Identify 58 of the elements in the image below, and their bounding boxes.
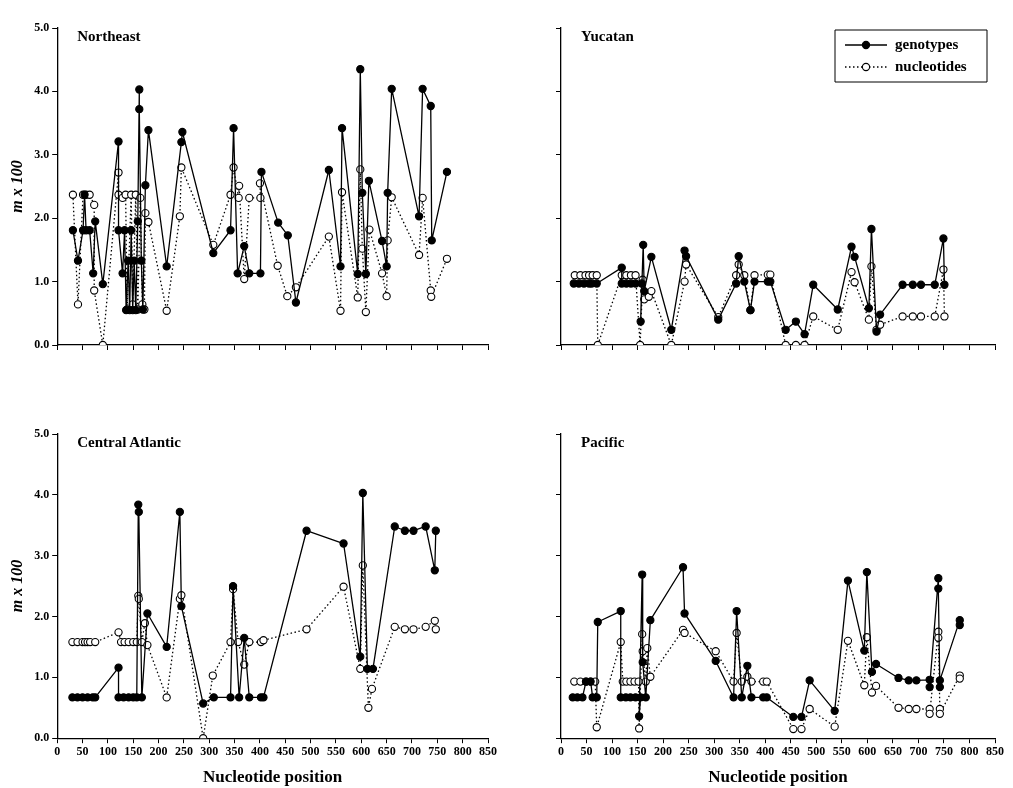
y-tick-label: 5.0 (34, 20, 50, 35)
x-tick-label: 800 (960, 744, 979, 759)
x-tick-label: 850 (479, 744, 497, 759)
y-tick-label: 3.0 (34, 547, 50, 562)
chart-title: Central Atlantic (77, 434, 182, 451)
x-tick-label: 0 (54, 744, 61, 759)
x-tick-label: 650 (377, 744, 396, 759)
x-tick-label: 450 (276, 744, 295, 759)
y-tick-label: 4.0 (34, 486, 50, 501)
x-tick-label: 350 (225, 744, 244, 759)
x-tick-label: 150 (628, 744, 647, 759)
x-tick-label: 250 (679, 744, 698, 759)
x-tick-label: 550 (326, 744, 345, 759)
y-tick-label: 3.0 (34, 146, 50, 161)
x-tick-label: 550 (832, 744, 851, 759)
x-tick-label: 650 (883, 744, 902, 759)
x-tick-label: 450 (781, 744, 800, 759)
x-tick-label: 300 (200, 744, 219, 759)
x-tick-label: 200 (654, 744, 673, 759)
x-tick-label: 700 (402, 744, 421, 759)
legend-label: genotypes (895, 35, 959, 52)
x-tick-label: 850 (986, 744, 1004, 759)
x-tick-label: 500 (301, 744, 320, 759)
legend-label: nucleotides (895, 57, 967, 74)
y-tick-label: 0.0 (34, 337, 50, 352)
x-tick-label: 700 (909, 744, 928, 759)
x-tick-label: 600 (352, 744, 371, 759)
x-tick-label: 300 (705, 744, 724, 759)
x-tick-label: 600 (858, 744, 877, 759)
x-tick-label: 400 (250, 744, 269, 759)
x-tick-label: 100 (98, 744, 117, 759)
chart-title: Yucatan (581, 28, 635, 45)
x-tick-label: 200 (149, 744, 168, 759)
x-tick-label: 350 (730, 744, 749, 759)
y-tick-label: 0.0 (34, 730, 50, 745)
chart-title: Pacific (581, 434, 625, 451)
x-axis-title: Nucleotide position (708, 767, 849, 787)
x-tick-label: 250 (174, 744, 193, 759)
y-axis-title: m x 100 (7, 559, 25, 613)
x-tick-label: 400 (756, 744, 775, 759)
x-axis-title: Nucleotide position (202, 767, 343, 787)
y-tick-label: 1.0 (34, 273, 50, 288)
y-tick-label: 4.0 (34, 83, 50, 98)
x-tick-label: 750 (934, 744, 953, 759)
y-axis-title: m x 100 (7, 160, 25, 213)
x-tick-label: 750 (428, 744, 447, 759)
x-tick-label: 0 (558, 744, 564, 759)
x-tick-label: 150 (124, 744, 143, 759)
y-tick-label: 5.0 (34, 426, 50, 441)
x-tick-label: 50 (580, 744, 593, 759)
x-tick-label: 100 (603, 744, 622, 759)
y-tick-label: 2.0 (34, 608, 50, 623)
chart-title: Northeast (77, 28, 141, 45)
y-tick-label: 1.0 (34, 669, 50, 684)
y-tick-label: 2.0 (34, 210, 50, 225)
x-tick-label: 500 (807, 744, 826, 759)
x-tick-label: 800 (453, 744, 472, 759)
x-tick-label: 50 (76, 744, 89, 759)
